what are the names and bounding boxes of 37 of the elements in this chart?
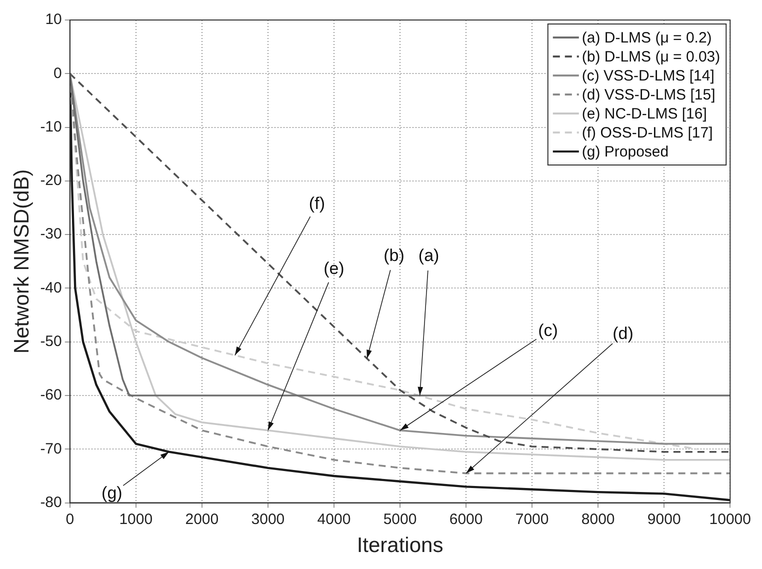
x-tick-label: 2000	[185, 510, 219, 528]
y-tick-label: 10	[45, 11, 62, 28]
x-tick-label: 8000	[581, 510, 615, 528]
legend-label: (g) Proposed	[582, 144, 669, 161]
y-tick-label: -40	[40, 279, 62, 296]
legend-label: (a) D-LMS (μ = 0.2)	[582, 30, 712, 47]
x-tick-label: 10000	[709, 510, 752, 528]
legend-label: (b) D-LMS (μ = 0.03)	[582, 48, 720, 66]
legend-label: (e) NC-D-LMS [16]	[582, 106, 707, 123]
y-tick-label: -20	[40, 172, 62, 190]
annotation: (c)	[538, 321, 558, 340]
y-tick-label: -70	[40, 440, 62, 458]
x-tick-label: 5000	[383, 510, 417, 528]
x-tick-label: 7000	[515, 510, 549, 528]
x-tick-label: 9000	[647, 510, 681, 528]
y-tick-label: -80	[40, 494, 62, 511]
annotation: (f)	[308, 194, 325, 213]
annotation: (g)	[102, 484, 122, 503]
legend-label: (d) VSS-D-LMS [15]	[582, 86, 716, 104]
y-tick-label: 0	[54, 64, 62, 82]
legend-label: (f) OSS-D-LMS [17]	[582, 124, 713, 142]
annotation: (b)	[384, 246, 404, 266]
annotation: (e)	[324, 259, 344, 278]
x-tick-label: 6000	[449, 510, 483, 528]
x-tick-label: 1000	[119, 510, 153, 528]
y-tick-label: -30	[40, 226, 62, 243]
x-tick-label: 4000	[317, 510, 351, 528]
y-tick-label: -60	[40, 386, 62, 404]
legend-label: (c) VSS-D-LMS [14]	[582, 68, 714, 85]
annotation: (a)	[418, 246, 440, 266]
y-tick-label: -50	[40, 333, 62, 350]
x-tick-label: 3000	[251, 510, 285, 528]
x-tick-label: 0	[66, 510, 74, 528]
y-axis-title: Network NMSD(dB)	[10, 169, 34, 354]
y-tick-label: -10	[40, 118, 62, 136]
x-axis-title: Iterations	[356, 534, 444, 558]
annotation: (d)	[612, 324, 634, 343]
